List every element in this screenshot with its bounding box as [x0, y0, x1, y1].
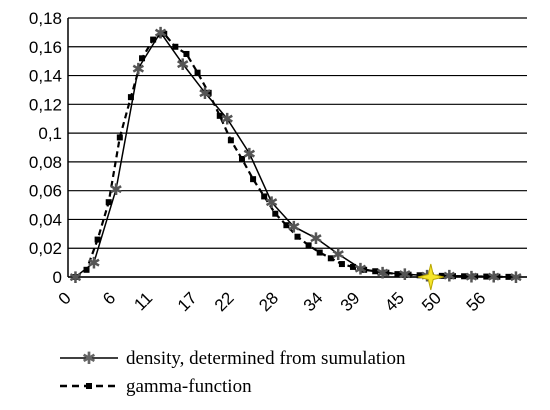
- gamma-point: [227, 137, 234, 144]
- density-point: ✱: [154, 23, 167, 42]
- x-tick-label: 22: [211, 288, 238, 315]
- density-point: ✱: [243, 144, 256, 163]
- y-tick-label: 0,02: [29, 239, 62, 258]
- density-point: ✱: [443, 267, 456, 286]
- y-tick-label: 0,1: [38, 124, 62, 143]
- gamma-point: [350, 263, 357, 270]
- legend-label-density: density, determined from sumulation: [126, 348, 406, 369]
- density-point: ✱: [69, 268, 82, 287]
- y-tick-label: 0: [53, 268, 62, 287]
- gamma-point: [172, 43, 179, 50]
- density-point: ✱: [465, 267, 478, 286]
- y-tick-label: 0,14: [29, 67, 62, 86]
- x-tick-label: 56: [463, 288, 490, 315]
- density-point: ✱: [287, 218, 300, 237]
- gamma-point: [261, 193, 268, 200]
- gamma-point: [205, 89, 212, 96]
- y-tick-labels: 0 0,02 0,04 0,06 0,08 0,1 0,12 0,14 0,16 0,18: [29, 9, 62, 287]
- x-tick-label: 28: [255, 288, 282, 315]
- gamma-point: [250, 176, 257, 183]
- gamma-point: [183, 50, 190, 57]
- gamma-point: [294, 233, 301, 240]
- density-point: ✱: [509, 268, 522, 287]
- legend-asterisk-density: ✱: [82, 349, 96, 369]
- x-tick-label: 17: [174, 288, 201, 315]
- gamma-point: [139, 55, 146, 62]
- gridlines: [68, 17, 527, 278]
- series-layer: ✱✱✱✱✱✱✱✱✱✱✱✱✱✱✱✱✱✱✱✱✱: [69, 23, 523, 291]
- gamma-point: [338, 261, 345, 268]
- gamma-point: [161, 30, 168, 37]
- x-tick-label: 45: [381, 288, 408, 315]
- density-point: ✱: [309, 229, 322, 248]
- series-line-density: [74, 31, 516, 278]
- x-tick-label: 50: [418, 288, 445, 315]
- x-tick-label: 39: [337, 288, 364, 315]
- density-point: ✱: [132, 59, 145, 78]
- density-point: ✱: [332, 245, 345, 264]
- y-tick-label: 0,08: [29, 153, 62, 172]
- x-tick-label: 34: [300, 288, 327, 315]
- gamma-point: [150, 36, 157, 43]
- y-tick-label: 0,04: [29, 210, 62, 229]
- density-point: ✱: [265, 193, 278, 212]
- y-tick-label: 0,06: [29, 182, 62, 201]
- x-tick-label: 11: [130, 288, 156, 314]
- x-tick-label: 6: [99, 288, 119, 308]
- density-point: ✱: [376, 264, 389, 283]
- gamma-point: [83, 266, 90, 273]
- gamma-point: [194, 69, 201, 76]
- density-point: ✱: [87, 254, 100, 273]
- legend-square-gamma: [86, 383, 92, 389]
- x-tick-label: 0: [55, 288, 75, 308]
- series-line-gamma: [74, 32, 509, 278]
- star-marker: [417, 263, 444, 291]
- density-point: ✱: [398, 265, 411, 284]
- x-tick-labels: 0 6 11 17 22 28 34 39 45 50 56: [55, 288, 490, 315]
- density-point: ✱: [109, 180, 122, 199]
- gamma-point: [283, 222, 290, 229]
- gamma-point: [116, 134, 123, 141]
- density-point: ✱: [198, 84, 211, 103]
- gamma-point: [327, 255, 334, 262]
- gamma-point: [94, 236, 101, 243]
- legend: ✱ density, determined from sumulation ga…: [60, 348, 406, 397]
- y-tick-label: 0,18: [29, 9, 62, 28]
- gamma-point: [216, 112, 223, 119]
- density-point: ✱: [176, 55, 189, 74]
- gamma-point: [105, 199, 112, 206]
- y-tick-label: 0,16: [29, 38, 62, 57]
- y-tick-label: 0,12: [29, 95, 62, 114]
- density-point: ✱: [220, 110, 233, 129]
- gamma-point: [305, 242, 312, 249]
- density-point: ✱: [487, 268, 500, 287]
- gamma-point: [127, 94, 134, 101]
- gamma-point: [316, 249, 323, 256]
- density-point: ✱: [354, 259, 367, 278]
- gamma-point: [272, 210, 279, 217]
- legend-label-gamma: gamma-function: [126, 376, 252, 397]
- gamma-point: [238, 156, 245, 163]
